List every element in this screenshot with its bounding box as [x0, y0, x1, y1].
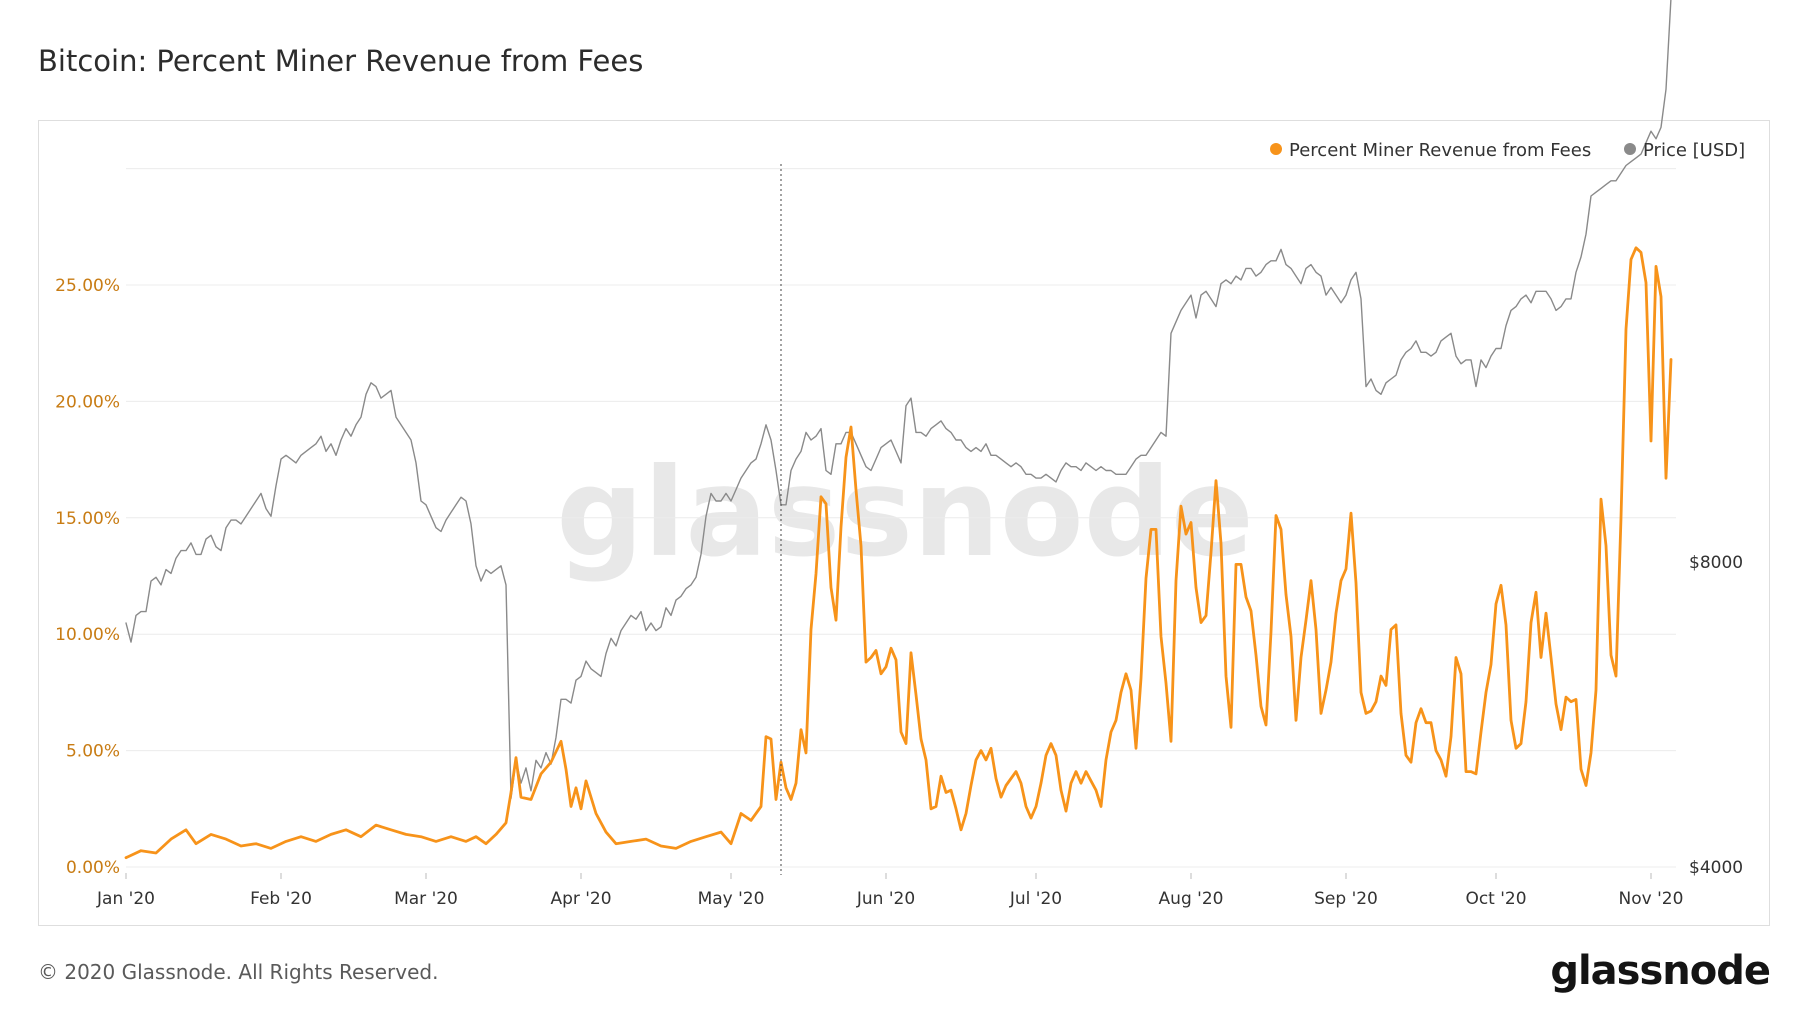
x-axis-tick: Oct '20 [1465, 889, 1526, 909]
glassnode-logo[interactable]: glassnode [1550, 948, 1771, 994]
x-axis-tick: Aug '20 [1159, 889, 1224, 909]
fees-line [124, 246, 1673, 860]
x-axis-tick: Sep '20 [1314, 889, 1378, 909]
left-axis-tick: 20.00% [55, 392, 120, 412]
legend-item-price[interactable]: Price [USD] [1624, 140, 1745, 161]
x-axis-tick: May '20 [698, 889, 765, 909]
left-axis-tick: 15.00% [55, 509, 120, 529]
x-axis-tick: Mar '20 [394, 889, 458, 909]
x-axis-tick: Jan '20 [96, 889, 155, 909]
left-axis-tick: 0.00% [66, 858, 120, 878]
x-axis-tick: Jul '20 [1009, 889, 1062, 909]
legend-fees-dot [1270, 143, 1282, 155]
legend-price-dot [1624, 143, 1636, 155]
left-axis-tick: 25.00% [55, 276, 120, 296]
right-axis: $4000 $8000 [1689, 553, 1743, 878]
watermark-layer: glassnode [556, 442, 1253, 584]
page-title: Bitcoin: Percent Miner Revenue from Fees [38, 44, 644, 78]
footer-copyright: © 2020 Glassnode. All Rights Reserved. [38, 960, 439, 984]
watermark-text: glassnode [556, 442, 1253, 584]
left-axis-tick: 5.00% [66, 742, 120, 762]
right-axis-tick: $8000 [1689, 553, 1743, 573]
chart-frame [38, 120, 1770, 926]
price-series-layer [125, 0, 1672, 800]
legend[interactable]: Percent Miner Revenue from Fees Price [U… [1270, 140, 1745, 161]
grid-layer [126, 168, 1676, 868]
x-axis-tick: Apr '20 [550, 889, 611, 909]
x-axis-tick: Feb '20 [250, 889, 312, 909]
left-axis: 0.00% 5.00% 10.00% 15.00% 20.00% 25.00% [55, 276, 120, 878]
fees-series-layer [124, 246, 1673, 860]
price-line [125, 0, 1672, 800]
legend-price-label: Price [USD] [1643, 140, 1745, 161]
legend-item-fees[interactable]: Percent Miner Revenue from Fees [1270, 140, 1591, 161]
left-axis-tick: 10.00% [55, 625, 120, 645]
x-axis-tick: Nov '20 [1619, 889, 1684, 909]
x-axis: Jan '20 Feb '20 Mar '20 Apr '20 May '20 Jun '… [96, 873, 1683, 909]
legend-fees-label: Percent Miner Revenue from Fees [1289, 140, 1591, 161]
right-axis-tick: $4000 [1689, 858, 1743, 878]
x-axis-tick: Jun '20 [856, 889, 915, 909]
